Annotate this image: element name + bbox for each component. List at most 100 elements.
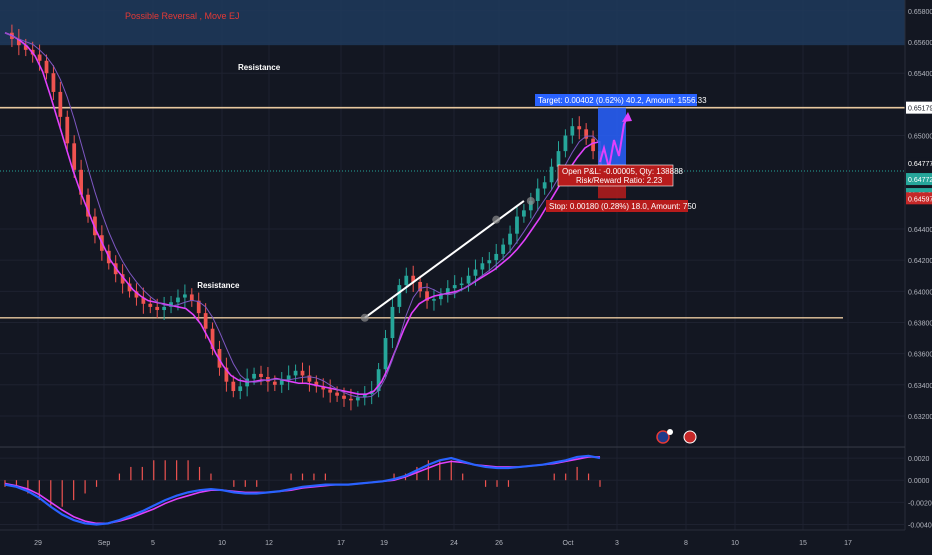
- price-tick-label: 0.63600: [908, 352, 932, 359]
- projection-arrowhead: [622, 112, 632, 122]
- price-tick-label: 0.65400: [908, 71, 932, 78]
- candle-body: [397, 285, 402, 307]
- candle-body: [515, 216, 519, 234]
- candle-body: [127, 283, 132, 292]
- candle-body: [549, 166, 554, 183]
- candle-body: [51, 73, 56, 92]
- candle-body: [570, 126, 575, 136]
- candle-body: [314, 381, 319, 387]
- candle-body: [508, 233, 512, 245]
- candle-body: [452, 285, 457, 289]
- candle-body: [577, 126, 582, 130]
- candle-body: [494, 253, 499, 261]
- candle-body: [542, 182, 547, 189]
- candle-body: [404, 275, 409, 286]
- candle-body: [473, 269, 478, 276]
- time-tick-label: 19: [380, 540, 388, 547]
- candle-body: [37, 54, 42, 61]
- candle-body: [162, 306, 167, 311]
- candle-body: [259, 373, 263, 378]
- candle-body: [79, 169, 83, 195]
- price-tick-label: 0.63800: [908, 320, 932, 327]
- candle-body: [535, 188, 540, 201]
- candle-body: [425, 291, 429, 301]
- candle-body: [466, 275, 471, 284]
- price-axis-bg: [905, 0, 932, 550]
- macd-tick-label: -0.0020: [908, 500, 932, 507]
- candle-body: [44, 60, 49, 74]
- time-tick-label: 3: [615, 540, 619, 547]
- candle-body: [169, 302, 173, 307]
- time-tick-label: 15: [799, 540, 807, 547]
- ma-fast-line: [4, 31, 601, 395]
- price-tick-label: 0.64400: [908, 227, 932, 234]
- candle-body: [183, 294, 187, 298]
- candle-body: [23, 45, 28, 50]
- price-tag-label: 0.64772: [908, 177, 932, 184]
- candle-body: [134, 291, 139, 298]
- candle-body: [528, 200, 533, 211]
- time-tick-label: 10: [731, 540, 739, 547]
- candle-body: [362, 394, 367, 398]
- trendline-anchor: [526, 196, 535, 205]
- target-label-bg: [535, 94, 697, 106]
- candle-body: [411, 275, 416, 282]
- candle-body: [390, 306, 395, 339]
- candle-body: [487, 260, 492, 264]
- candle-body: [459, 283, 464, 286]
- candle-body: [300, 370, 305, 376]
- candle-body: [480, 263, 485, 270]
- candle-body: [328, 389, 333, 393]
- trendline-anchor: [360, 313, 369, 322]
- pnl-label: Open P&L: -0.00005, Qty: 138888: [562, 167, 684, 176]
- candle-body: [342, 395, 346, 399]
- macd-line: [4, 454, 601, 526]
- candle-body: [307, 375, 312, 382]
- time-tick-label: 17: [844, 540, 852, 547]
- price-tick-label: 0.64000: [908, 289, 932, 296]
- candle-body: [189, 294, 194, 301]
- candle-body: [584, 129, 589, 139]
- price-tick-label: 0.63400: [908, 383, 932, 390]
- candle-body: [120, 274, 125, 284]
- candle-body: [72, 143, 77, 170]
- time-tick-label: 26: [495, 540, 503, 547]
- price-tick-label: 0.65800: [908, 9, 932, 16]
- price-tag-label: 0.64777: [908, 161, 932, 168]
- candle-body: [383, 338, 388, 370]
- candle-body: [522, 210, 526, 217]
- price-tick-label: 0.65000: [908, 134, 932, 141]
- macd-tick-label: 0.0000: [908, 478, 930, 485]
- price-tag-resistance-level: [906, 101, 932, 114]
- candle-body: [252, 373, 256, 379]
- candle-body: [210, 328, 215, 349]
- pnl-label-bg: [557, 164, 674, 187]
- annotation-label: Resistance: [238, 63, 281, 72]
- candle-body: [445, 288, 450, 295]
- candle-body: [438, 294, 443, 300]
- price-tag-label: 0.64597: [908, 196, 932, 203]
- price-tag-stop-level: [906, 192, 932, 205]
- price-tick-label: 0.63200: [908, 414, 932, 421]
- candle-body: [335, 392, 339, 396]
- candle-body: [141, 297, 146, 304]
- candle-body: [231, 381, 236, 392]
- candle-body: [591, 138, 595, 152]
- stop-label-bg: [546, 200, 688, 212]
- candle-body: [155, 306, 160, 311]
- candle-body: [148, 303, 153, 307]
- candle-body: [176, 297, 180, 303]
- macd-tick-label: -0.0040: [908, 522, 932, 529]
- candle-body: [238, 386, 243, 392]
- price-tick-label: 0.64200: [908, 258, 932, 265]
- candle-body: [355, 397, 360, 401]
- flag-icon: [656, 430, 670, 444]
- candle-body: [321, 386, 326, 390]
- candle-body: [286, 375, 291, 381]
- candle-body: [16, 38, 21, 46]
- time-tick-label: 8: [684, 540, 688, 547]
- candle-body: [65, 116, 70, 144]
- time-tick-label: Sep: [98, 540, 111, 547]
